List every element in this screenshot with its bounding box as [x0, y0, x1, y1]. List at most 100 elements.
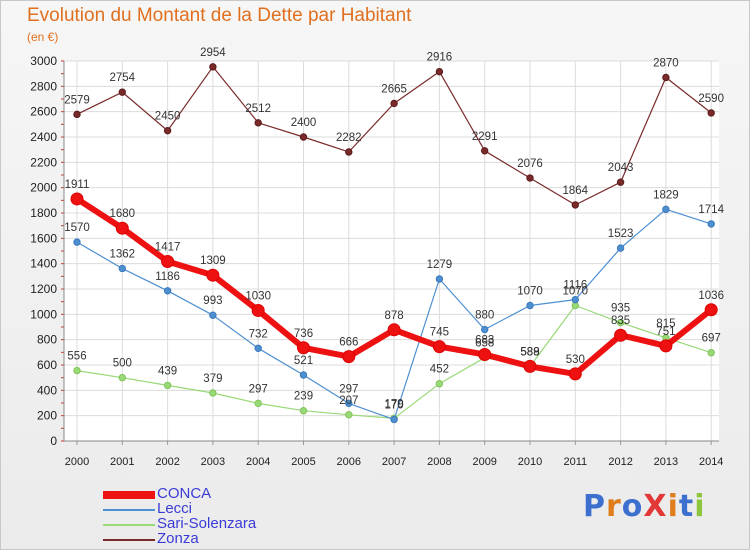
data-label-zonza: 2282	[336, 132, 362, 144]
legend-item-conca: CONCA	[103, 485, 403, 502]
data-point-zonza	[390, 99, 398, 108]
y-tick-label: 600	[37, 358, 57, 372]
y-tick-label: 3000	[30, 54, 57, 68]
data-label-conca: 1417	[155, 242, 181, 254]
data-point-lecci	[481, 325, 489, 334]
data-point-zonza	[616, 178, 625, 186]
data-label-lecci: 732	[249, 328, 268, 340]
data-point-conca	[70, 192, 84, 206]
y-tick-label: 2800	[30, 79, 57, 93]
data-point-zonza	[481, 147, 489, 155]
proxiti-logo: ProXiti	[583, 489, 706, 524]
x-tick-label: 2004	[246, 456, 270, 468]
data-label-conca: 530	[566, 354, 585, 366]
plot-area	[64, 61, 719, 441]
data-point-sari-solenzara	[73, 366, 81, 375]
y-tick-label: 800	[37, 333, 57, 347]
data-point-conca	[342, 350, 356, 364]
data-point-lecci	[390, 415, 398, 424]
legend-item-zonza: Zonza	[103, 530, 403, 547]
x-tick-label: 2010	[518, 456, 542, 468]
data-label-sari-solenzara: 179	[385, 398, 404, 410]
data-label-conca: 1030	[245, 291, 271, 303]
data-point-lecci	[662, 205, 670, 214]
data-point-sari-solenzara	[616, 318, 625, 327]
x-tick-label: 2011	[563, 456, 587, 468]
legend-label-conca: CONCA	[157, 485, 212, 502]
y-tick-label: 1200	[30, 282, 57, 296]
data-label-conca: 666	[339, 337, 358, 349]
data-point-conca	[161, 255, 175, 269]
data-point-conca	[432, 340, 446, 354]
data-label-zonza: 2400	[291, 117, 317, 129]
data-point-lecci	[118, 264, 127, 273]
data-point-zonza	[345, 148, 353, 156]
data-point-lecci	[73, 238, 81, 246]
data-label-sari-solenzara: 697	[702, 333, 721, 345]
data-label-lecci: 1714	[698, 204, 724, 216]
data-label-sari-solenzara: 239	[294, 391, 313, 403]
x-tick-label: 2014	[699, 456, 723, 468]
y-tick-label: 400	[37, 383, 57, 397]
data-label-zonza: 2870	[653, 57, 679, 69]
data-point-sari-solenzara	[707, 349, 715, 357]
x-tick-label: 2001	[110, 456, 134, 468]
data-label-sari-solenzara: 207	[339, 395, 358, 407]
data-point-sari-solenzara	[345, 411, 353, 419]
data-point-conca	[115, 221, 129, 235]
y-tick-label: 1600	[30, 231, 57, 245]
y-tick-label: 2200	[30, 155, 57, 169]
x-tick-label: 2003	[201, 456, 225, 468]
data-label-zonza: 2579	[64, 94, 90, 106]
data-point-zonza	[118, 88, 127, 96]
data-point-zonza	[209, 63, 217, 71]
x-tick-label: 2006	[337, 456, 361, 468]
chart-subtitle: (en €)	[27, 30, 59, 44]
data-label-lecci: 521	[294, 355, 313, 367]
data-label-sari-solenzara: 588	[520, 347, 539, 359]
y-tick-label: 200	[37, 409, 57, 423]
data-label-zonza: 2076	[517, 158, 543, 170]
x-tick-label: 2005	[291, 456, 315, 468]
data-point-zonza	[435, 67, 444, 76]
legend-label-lecci: Lecci	[157, 500, 193, 517]
data-label-conca: 835	[611, 315, 630, 327]
data-label-conca: 683	[475, 334, 494, 346]
data-point-sari-solenzara	[254, 399, 262, 408]
data-point-lecci	[254, 344, 262, 352]
data-label-sari-solenzara: 452	[430, 364, 449, 376]
data-label-lecci: 170	[385, 399, 404, 411]
data-label-zonza: 2954	[200, 47, 226, 59]
data-label-conca: 589	[520, 346, 539, 358]
data-label-sari-solenzara: 556	[67, 351, 86, 363]
x-tick-label: 2007	[382, 456, 406, 468]
data-label-sari-solenzara: 297	[249, 383, 268, 395]
data-label-conca: 745	[430, 327, 449, 339]
legend-item-sari-solenzara: Sari-Solenzara	[103, 515, 403, 532]
legend-swatch-zonza	[103, 539, 155, 541]
data-point-conca	[206, 268, 220, 282]
x-tick-label: 2008	[427, 456, 451, 468]
data-point-zonza	[707, 109, 715, 117]
legend-label-zonza: Zonza	[157, 530, 199, 547]
data-point-sari-solenzara	[163, 381, 172, 390]
data-point-zonza	[571, 201, 579, 209]
legend-item-lecci: Lecci	[103, 500, 403, 517]
data-label-conca: 1911	[65, 179, 90, 191]
data-point-sari-solenzara	[299, 407, 308, 415]
data-label-zonza: 2512	[245, 103, 271, 115]
data-point-zonza	[299, 133, 308, 141]
data-label-zonza: 2916	[427, 52, 453, 64]
data-point-sari-solenzara	[435, 380, 444, 388]
data-point-lecci	[209, 311, 217, 319]
data-point-conca	[704, 303, 718, 317]
data-label-lecci: 1829	[653, 189, 679, 201]
data-label-lecci: 880	[475, 310, 494, 322]
data-label-conca: 1680	[110, 208, 136, 220]
data-label-conca: 751	[656, 326, 675, 338]
data-label-zonza: 2043	[608, 162, 634, 174]
data-point-conca	[478, 347, 492, 361]
data-label-lecci: 1279	[427, 259, 453, 271]
data-point-zonza	[254, 119, 262, 127]
